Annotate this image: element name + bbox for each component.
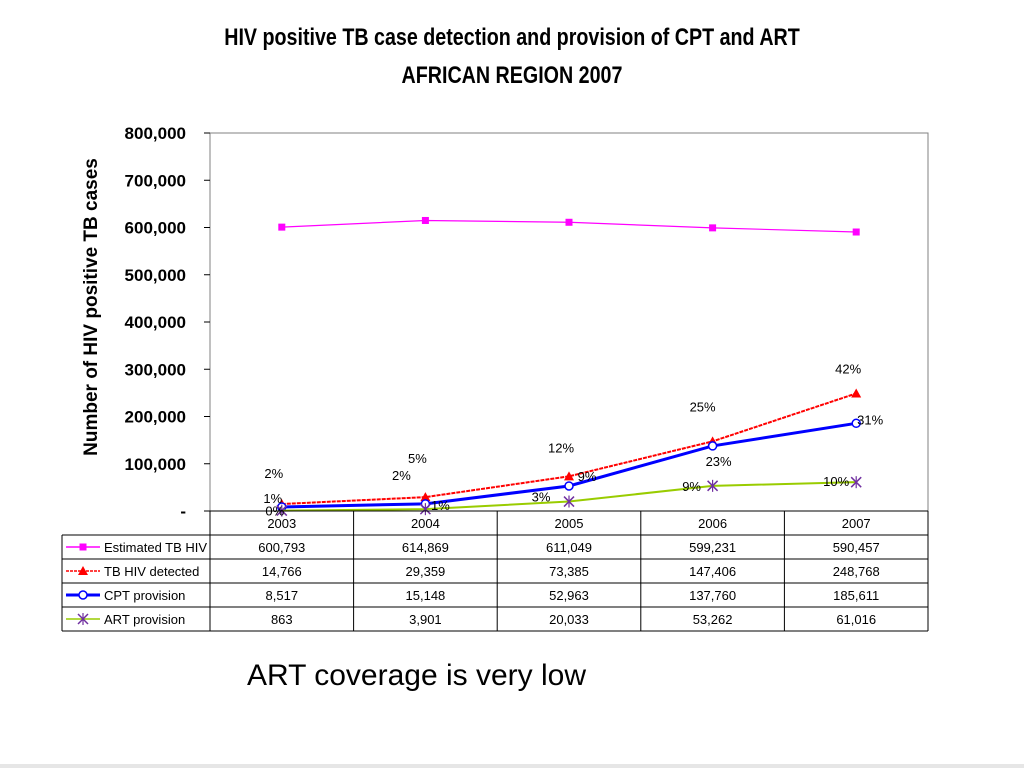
- x-category-label: 2004: [411, 516, 440, 531]
- data-point-marker: [707, 479, 719, 492]
- point-percent-label: 2%: [264, 466, 283, 481]
- point-percent-label: 23%: [706, 454, 732, 469]
- data-point-marker: [852, 228, 860, 236]
- point-percent-label: 10%: [823, 474, 849, 489]
- table-value-cell: 52,963: [549, 588, 589, 603]
- point-percent-label: 42%: [835, 361, 861, 376]
- chart-title-line-1: HIV positive TB case detection and provi…: [224, 24, 800, 51]
- y-axis-label: Number of HIV positive TB cases: [81, 158, 102, 456]
- data-point-marker: [564, 481, 574, 491]
- table-value-cell: 29,359: [406, 564, 446, 579]
- y-tick-label: 200,000: [125, 408, 186, 427]
- x-category-label: 2003: [267, 516, 296, 531]
- y-tick-label: 600,000: [125, 219, 186, 238]
- x-category-label: 2005: [555, 516, 584, 531]
- table-value-cell: 863: [271, 612, 293, 627]
- point-percent-label: 9%: [578, 469, 597, 484]
- bottom-divider: [0, 764, 1024, 768]
- y-tick-label: 800,000: [125, 124, 186, 143]
- x-category-label: 2007: [842, 516, 871, 531]
- point-percent-label: 9%: [682, 479, 701, 494]
- table-value-cell: 20,033: [549, 612, 589, 627]
- point-percent-label: 1%: [431, 498, 450, 513]
- table-value-cell: 600,793: [258, 540, 305, 555]
- table-value-cell: 14,766: [262, 564, 302, 579]
- point-percent-label: 5%: [408, 451, 427, 466]
- table-value-cell: 73,385: [549, 564, 589, 579]
- data-point-marker: [278, 223, 286, 231]
- legend-key-marker: [79, 543, 87, 551]
- table-value-cell: 611,049: [546, 540, 592, 555]
- data-point-marker: [850, 476, 862, 489]
- table-value-cell: 590,457: [833, 540, 880, 555]
- y-tick-label: 700,000: [125, 171, 186, 190]
- table-value-cell: 248,768: [833, 564, 880, 579]
- data-point-marker: [421, 216, 429, 224]
- table-value-cell: 3,901: [409, 612, 442, 627]
- point-percent-label: 2%: [392, 468, 411, 483]
- table-value-cell: 137,760: [689, 588, 736, 603]
- y-tick-label: 100,000: [125, 455, 186, 474]
- legend-series-name: CPT provision: [104, 588, 185, 603]
- legend-series-name: Estimated TB HIV: [104, 540, 207, 555]
- point-percent-label: 31%: [857, 412, 883, 427]
- table-value-cell: 15,148: [406, 588, 446, 603]
- y-tick-label: 400,000: [125, 313, 186, 332]
- y-tick-label: 500,000: [125, 266, 186, 285]
- table-value-cell: 599,231: [689, 540, 736, 555]
- data-point-marker: [565, 218, 573, 226]
- y-tick-label: 300,000: [125, 360, 186, 379]
- legend-series-name: ART provision: [104, 612, 185, 627]
- legend-key-marker: [77, 613, 89, 625]
- table-value-cell: 8,517: [266, 588, 299, 603]
- table-value-cell: 614,869: [402, 540, 449, 555]
- point-percent-label: 3%: [532, 490, 551, 505]
- data-point-marker: [564, 471, 574, 481]
- legend-key-marker: [78, 566, 88, 575]
- point-percent-label: 12%: [548, 440, 574, 455]
- data-point-marker: [851, 418, 861, 429]
- point-percent-label: 1%: [263, 491, 282, 506]
- data-point-marker: [419, 503, 431, 516]
- point-percent-label: 25%: [690, 399, 716, 414]
- data-point-marker: [420, 492, 431, 502]
- data-point-marker: [563, 495, 575, 508]
- table-value-cell: 53,262: [693, 612, 733, 627]
- chart-title-line-2: AFRICAN REGION 2007: [401, 62, 623, 89]
- legend-series-name: TB HIV detected: [104, 564, 199, 579]
- data-point-marker: [709, 224, 717, 232]
- y-tick-label: -: [180, 502, 186, 521]
- series-line: [281, 421, 857, 509]
- table-value-cell: 147,406: [689, 564, 736, 579]
- table-value-cell: 61,016: [836, 612, 876, 627]
- table-value-cell: 185,611: [833, 588, 879, 603]
- data-point-marker: [707, 441, 718, 451]
- x-category-label: 2006: [698, 516, 727, 531]
- slide-caption: ART coverage is very low: [247, 659, 587, 692]
- data-point-marker: [851, 388, 862, 398]
- legend-key-marker: [78, 590, 88, 600]
